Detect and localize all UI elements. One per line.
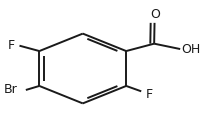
Text: O: O	[150, 8, 160, 21]
Text: F: F	[8, 39, 15, 52]
Text: OH: OH	[181, 42, 200, 55]
Text: F: F	[145, 88, 152, 101]
Text: Br: Br	[3, 83, 17, 96]
